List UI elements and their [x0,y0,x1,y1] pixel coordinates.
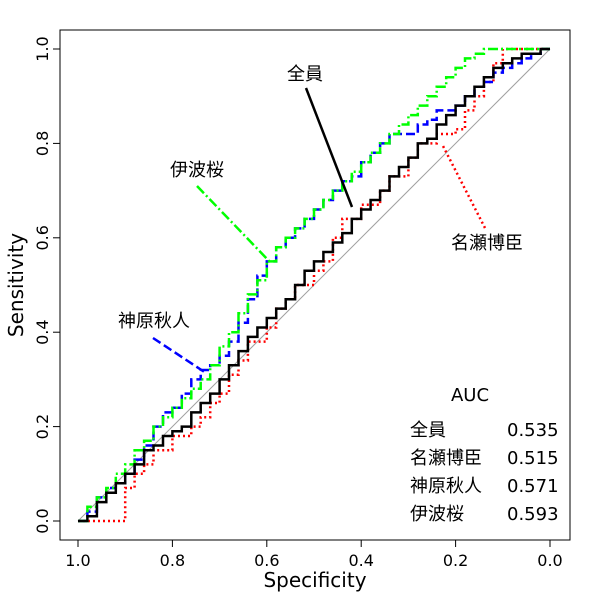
auc-row-value: 0.593 [507,504,559,525]
annotation-label: 伊波桜 [170,160,224,181]
auc-row-name: 全員 [410,420,446,441]
x-tick-label: 0.0 [537,551,562,570]
x-tick-label: 1.0 [65,551,90,570]
auc-row-value: 0.535 [507,420,559,441]
series-layer [78,47,550,523]
y-axis-label: Sensitivity [4,233,28,337]
x-axis-label: Specificity [263,568,366,592]
auc-table: AUC 全員 0.535 名瀬博臣 0.515 神原秋人 0.571 伊波桜 0… [410,385,559,525]
x-tick-label: 0.4 [348,551,373,570]
annotation-label: 全員 [287,64,323,85]
annotation-leader-line [152,336,207,375]
auc-row-value: 0.571 [507,476,559,497]
annotation-label: 神原秋人 [118,311,190,332]
annotation-leader-line [304,87,354,208]
auc-row-name: 神原秋人 [410,476,482,497]
series-line [78,47,550,523]
auc-title: AUC [451,385,489,406]
y-tick-label: 0.6 [33,225,52,250]
x-axis: 1.0 0.8 0.6 0.4 0.2 0.0 [65,539,563,570]
annotation-leader-line [441,145,487,229]
auc-row-value: 0.515 [507,448,559,469]
series-line [78,47,550,523]
auc-row-name: 名瀬博臣 [410,448,482,469]
auc-row-name: 伊波桜 [410,504,464,525]
x-tick-label: 0.2 [443,551,468,570]
x-tick-label: 0.8 [160,551,185,570]
annotation-label: 名瀬博臣 [451,233,523,254]
x-tick-label: 0.6 [254,551,279,570]
y-tick-label: 0.0 [33,508,52,533]
y-tick-label: 1.0 [33,36,52,61]
y-tick-label: 0.4 [33,319,52,344]
y-axis: 0.0 0.2 0.4 0.6 0.8 1.0 [33,36,61,534]
y-tick-label: 0.8 [33,131,52,156]
series-line [78,47,550,523]
y-tick-label: 0.2 [33,414,52,439]
